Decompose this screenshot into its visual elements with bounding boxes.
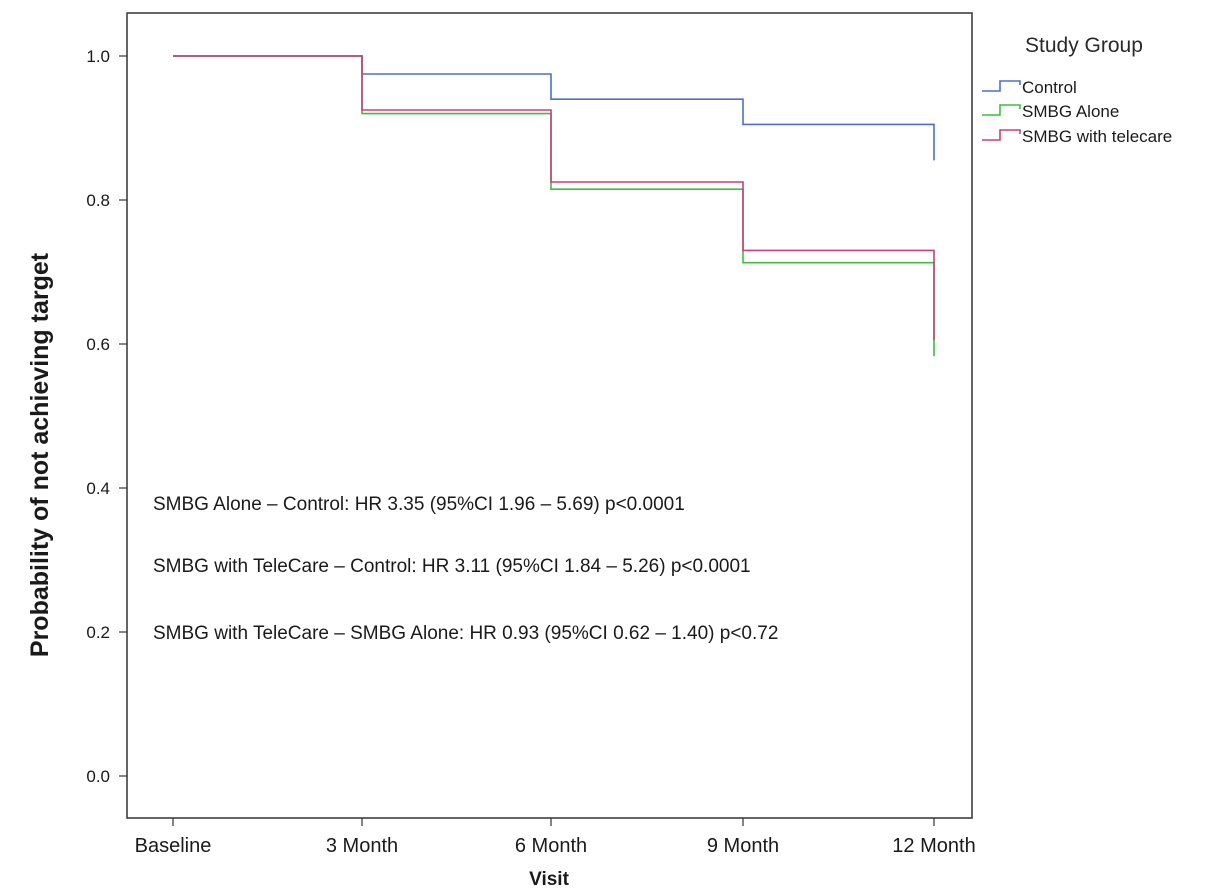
annotation-hr-smbg-alone-control: SMBG Alone – Control: HR 3.35 (95%CI 1.9… [153, 494, 685, 515]
y-tick-label: 0.6 [86, 335, 110, 354]
series-line-smbg-with-telecare [173, 55, 935, 341]
legend-swatch [982, 104, 1021, 116]
legend: Study Group Control SMBG Alone SMBG with t… [982, 34, 1172, 146]
legend-swatch [982, 129, 1021, 141]
x-tick-label: 6 Month [515, 835, 587, 857]
y-tick-label: 1.0 [86, 47, 110, 66]
x-axis-label: Visit [529, 869, 569, 888]
legend-label: Control [1022, 78, 1077, 97]
y-tick-label: 0.4 [86, 479, 110, 498]
y-tick-label: 0.8 [86, 191, 110, 210]
legend-label: SMBG with telecare [1022, 127, 1172, 146]
plot-area-frame [126, 12, 973, 819]
series-lines [173, 55, 935, 357]
x-tick-label: Baseline [135, 835, 212, 857]
y-axis-label: Probability of not achieving target [26, 252, 54, 657]
x-tick-label: 12 Month [892, 835, 975, 857]
series-line-smbg-alone [173, 55, 935, 357]
legend-label: SMBG Alone [1022, 102, 1119, 121]
y-tick-label: 0.0 [86, 767, 110, 786]
y-axis-ticks: 0.0 0.2 0.4 0.6 0.8 1.0 [86, 47, 127, 786]
x-tick-label: 3 Month [326, 835, 398, 857]
annotation-hr-telecare-smbg-alone: SMBG with TeleCare – SMBG Alone: HR 0.93… [153, 623, 778, 644]
legend-title: Study Group [1025, 34, 1143, 57]
y-tick-label: 0.2 [86, 623, 110, 642]
series-line-control [173, 55, 935, 161]
x-tick-label: 9 Month [707, 835, 779, 857]
x-axis-ticks: Baseline 3 Month 6 Month 9 Month 12 Month [135, 818, 976, 857]
legend-items: Control SMBG Alone SMBG with telecare [982, 78, 1172, 146]
legend-swatch [982, 80, 1021, 92]
annotation-hr-telecare-control: SMBG with TeleCare – Control: HR 3.11 (9… [153, 556, 751, 577]
